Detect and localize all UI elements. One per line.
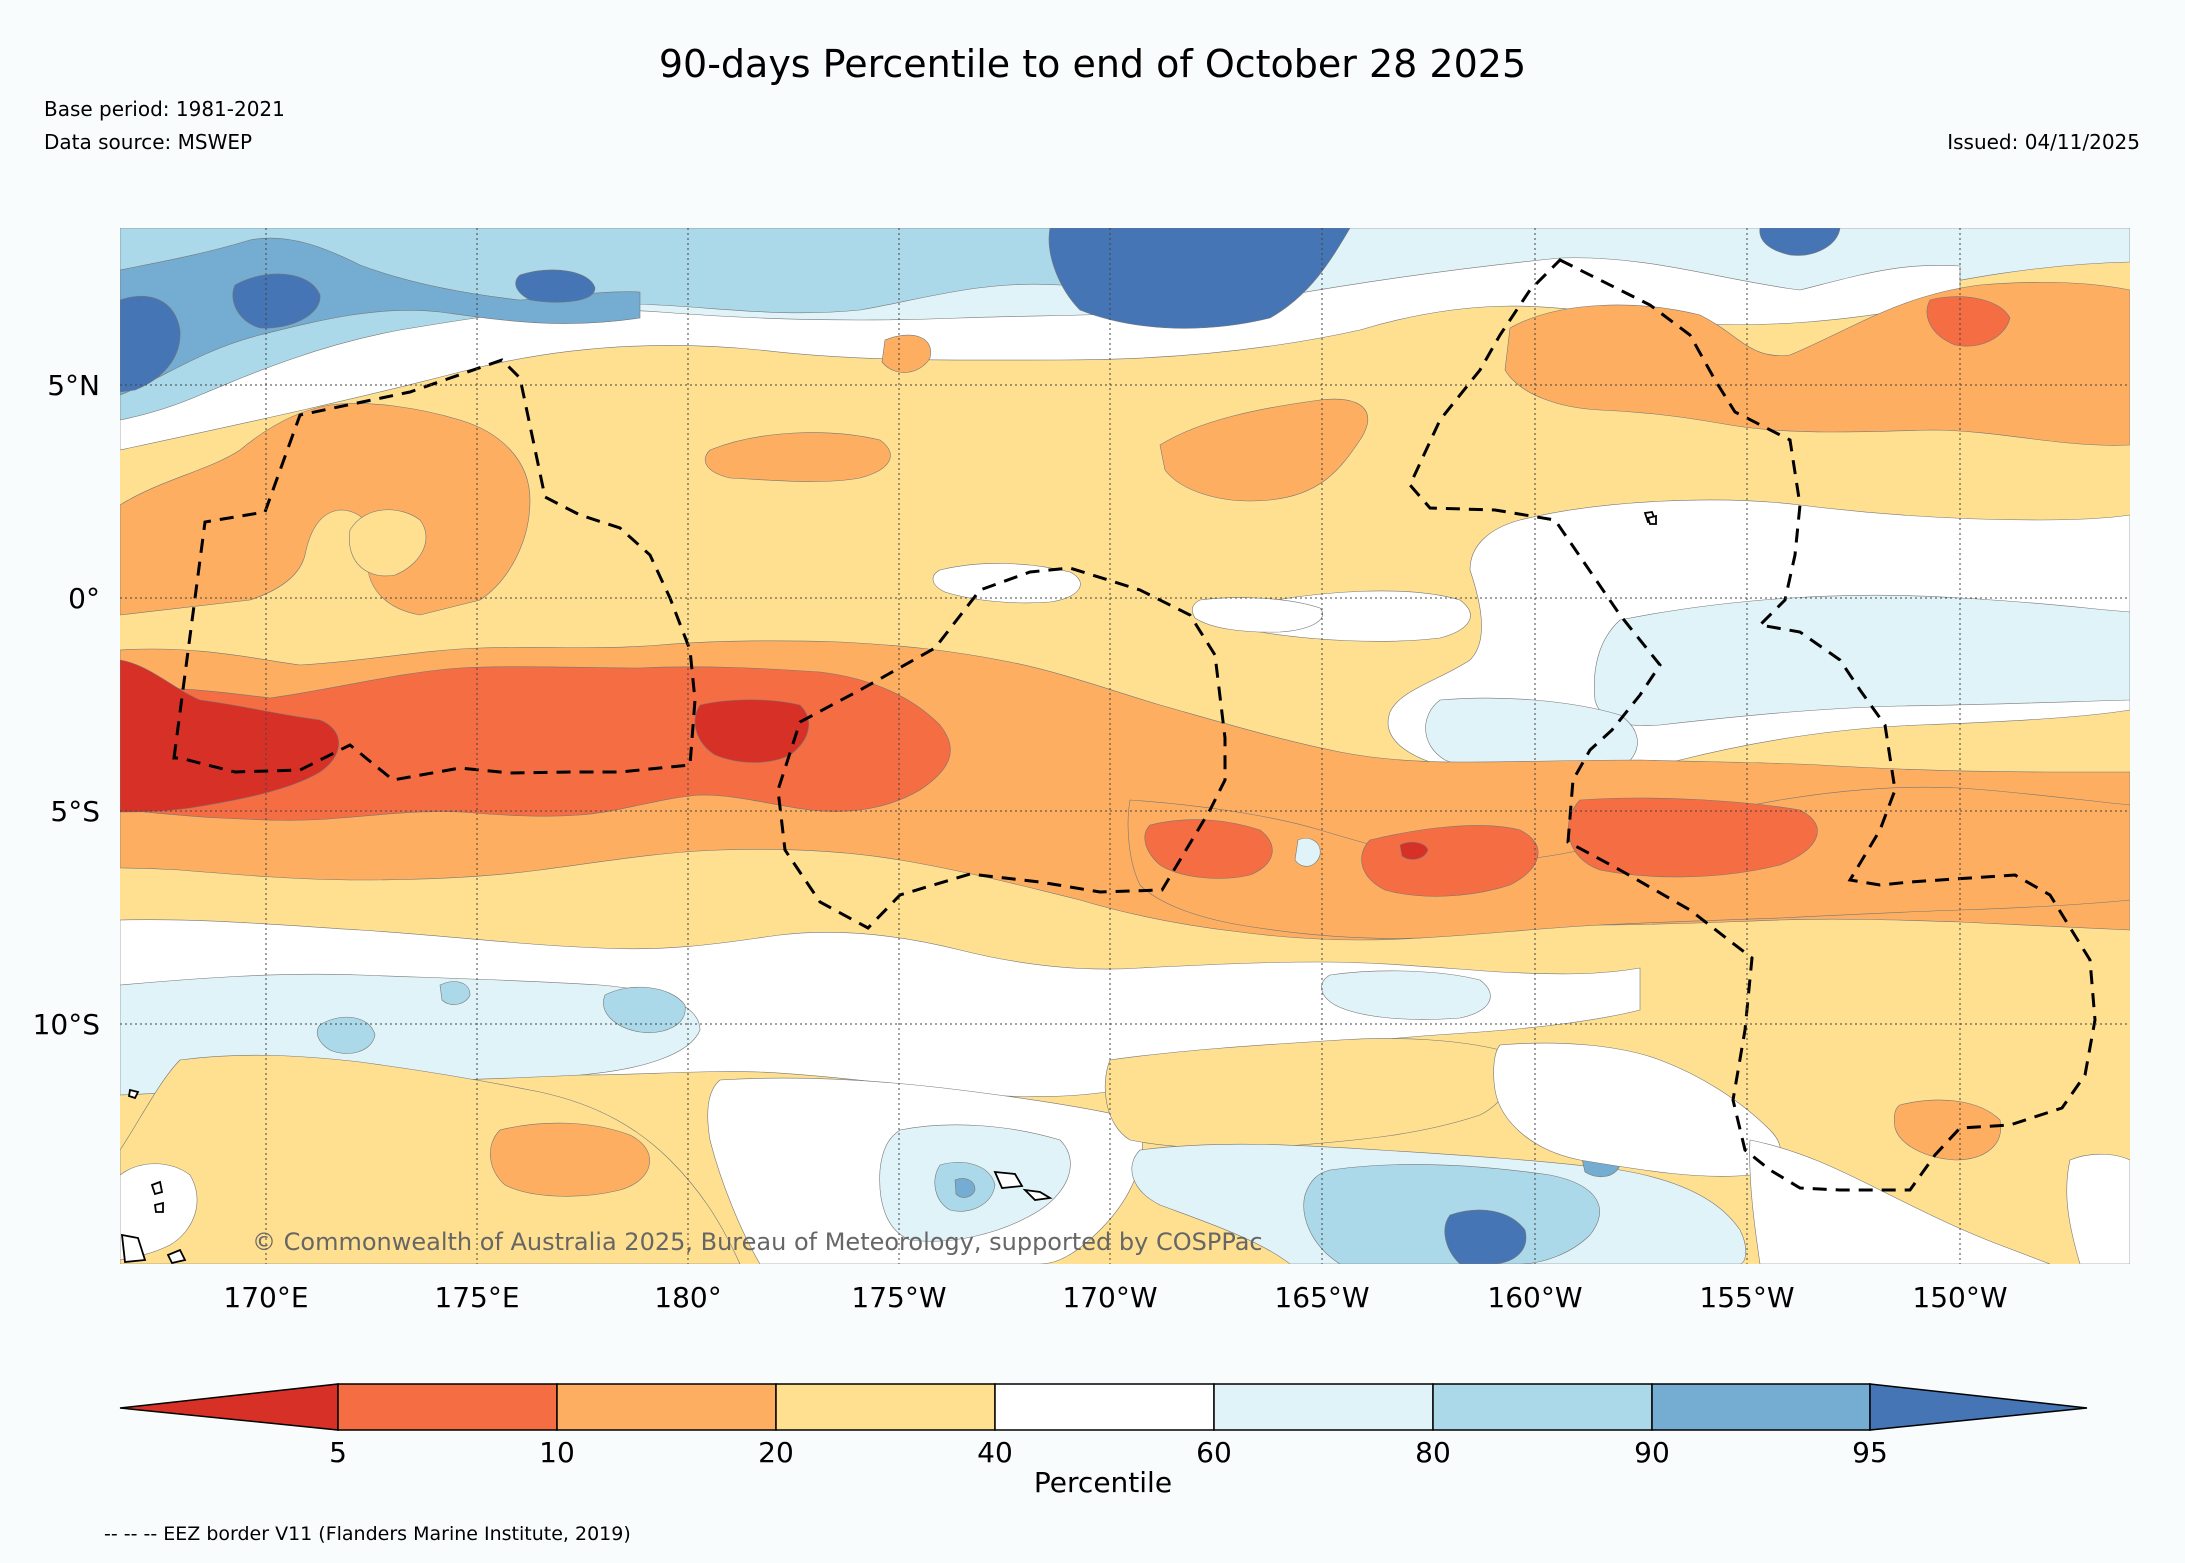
colorbar-label: Percentile — [1034, 1466, 1172, 1499]
colorbar-bin-20-40 — [775, 1383, 996, 1431]
eez-kiribati-gilbert — [172, 358, 697, 782]
field-south-wet-mid1 — [317, 1016, 376, 1054]
field-east-white-band — [1749, 1139, 2051, 1264]
colorbar: 5 10 20 40 60 80 90 95 Percentile — [119, 1383, 2088, 1499]
percentile-fields — [120, 228, 2130, 1264]
field-north-white — [120, 257, 1961, 451]
field-south-dry-lt5-central — [694, 699, 809, 763]
axis-labels: 5°N 0° 5°S 10°S 170°E 175°E 180° 175°W 1… — [33, 369, 2008, 1314]
map-title: 90-days Percentile to end of October 28 … — [658, 42, 1527, 86]
lon-label-180: 180° — [654, 1281, 721, 1314]
eez-borders — [172, 258, 2097, 1192]
field-south-wet-mid3 — [439, 981, 471, 1005]
field-white-eq-mid2 — [1191, 597, 1323, 633]
field-white-eq-mid — [932, 563, 1081, 604]
eez-footnote: -- -- -- EEZ border V11 (Flanders Marine… — [104, 1523, 631, 1545]
colorbar-bin-60-80 — [1213, 1383, 1434, 1431]
lon-label-170w: 170°W — [1062, 1281, 1157, 1314]
field-north-wet-darkest-west — [120, 296, 181, 393]
colorbar-tick-5: 5 — [329, 1436, 347, 1469]
lat-label-5s: 5°S — [50, 795, 100, 828]
island-fiji-2 — [153, 1201, 164, 1213]
island-fiji-1 — [150, 1180, 164, 1196]
field-far-south-dry-20 — [120, 1054, 741, 1264]
island-fiji-4 — [166, 1248, 187, 1265]
colorbar-tick-60: 60 — [1196, 1436, 1232, 1469]
field-far-south-dry-10 — [490, 1122, 650, 1197]
field-south-wet-light-mid — [1321, 970, 1491, 1020]
lon-label-170e: 170°E — [223, 1281, 308, 1314]
map-panel: © Commonwealth of Australia 2025, Bureau… — [120, 228, 2130, 1265]
field-north-wet-darkest — [1048, 228, 1351, 329]
island-samoa-2 — [1022, 1188, 1053, 1201]
lat-label-5n: 5°N — [47, 369, 100, 402]
field-dry-n-west-10 — [120, 403, 531, 616]
colorbar-tick-95: 95 — [1852, 1436, 1888, 1469]
lat-label-10s: 10°S — [33, 1008, 100, 1041]
colorbar-bin-40-60 — [994, 1383, 1215, 1431]
colorbar-tick-20: 20 — [758, 1436, 794, 1469]
lon-label-175e: 175°E — [434, 1281, 519, 1314]
field-south-wet-mid2 — [603, 986, 686, 1033]
base-period-text: Base period: 1981-2021 — [44, 97, 285, 121]
field-dry-n-central-10 — [1159, 398, 1369, 502]
field-far-south-central-dark — [954, 1178, 976, 1198]
colorbar-tick-10: 10 — [539, 1436, 575, 1469]
field-east-dry-lt5 — [1399, 841, 1429, 860]
lon-label-155w: 155°W — [1699, 1281, 1794, 1314]
copyright-text: © Commonwealth of Australia 2025, Bureau… — [252, 1228, 1263, 1256]
island-tuvalu — [127, 1088, 140, 1100]
field-east-dry-5c — [1568, 797, 1818, 878]
field-north-wet-darkest-mid — [515, 269, 596, 303]
field-north-wet-dark — [120, 237, 641, 396]
data-source-text: Data source: MSWEP — [44, 130, 253, 154]
field-dry-n-central2-10 — [705, 432, 891, 482]
field-north-wet-darkest-east — [1759, 228, 1841, 256]
field-north-wet-darkest-west2 — [232, 273, 321, 329]
field-east-white-right — [2066, 1153, 2130, 1264]
issued-date-text: Issued: 04/11/2025 — [1947, 130, 2140, 154]
colorbar-bin-5-10 — [337, 1383, 558, 1431]
colorbar-bin-95-100 — [1869, 1383, 2088, 1431]
colorbar-bin-90-95 — [1651, 1383, 1871, 1431]
lat-label-0: 0° — [68, 582, 100, 615]
islands — [120, 511, 1657, 1265]
island-line-2 — [1646, 514, 1657, 525]
field-south-dry-lt5 — [120, 659, 340, 813]
colorbar-tick-40: 40 — [977, 1436, 1013, 1469]
island-samoa-1 — [993, 1170, 1024, 1189]
lon-label-160w: 160°W — [1487, 1281, 1582, 1314]
lon-label-175w: 175°W — [851, 1281, 946, 1314]
field-far-south-east-wet-darkest — [1444, 1209, 1527, 1264]
lon-label-150w: 150°W — [1912, 1281, 2007, 1314]
field-dry-ne-5 — [1926, 296, 2011, 347]
colorbar-bin-10-20 — [556, 1383, 777, 1431]
field-dry-n-pair-10 — [881, 334, 931, 373]
colorbar-bin-0-5 — [119, 1383, 339, 1431]
colorbar-tick-80: 80 — [1415, 1436, 1451, 1469]
island-fiji-3 — [120, 1233, 147, 1263]
field-dry-n-west-inner — [349, 509, 427, 577]
lon-label-165w: 165°W — [1274, 1281, 1369, 1314]
gridlines — [120, 228, 2130, 1264]
field-far-south-east-dry-20 — [1104, 1038, 1511, 1149]
colorbar-tick-90: 90 — [1634, 1436, 1670, 1469]
field-wet-pond — [1294, 838, 1321, 867]
eez-tokelau-phoenix — [776, 566, 1227, 930]
colorbar-bin-80-90 — [1432, 1383, 1653, 1431]
